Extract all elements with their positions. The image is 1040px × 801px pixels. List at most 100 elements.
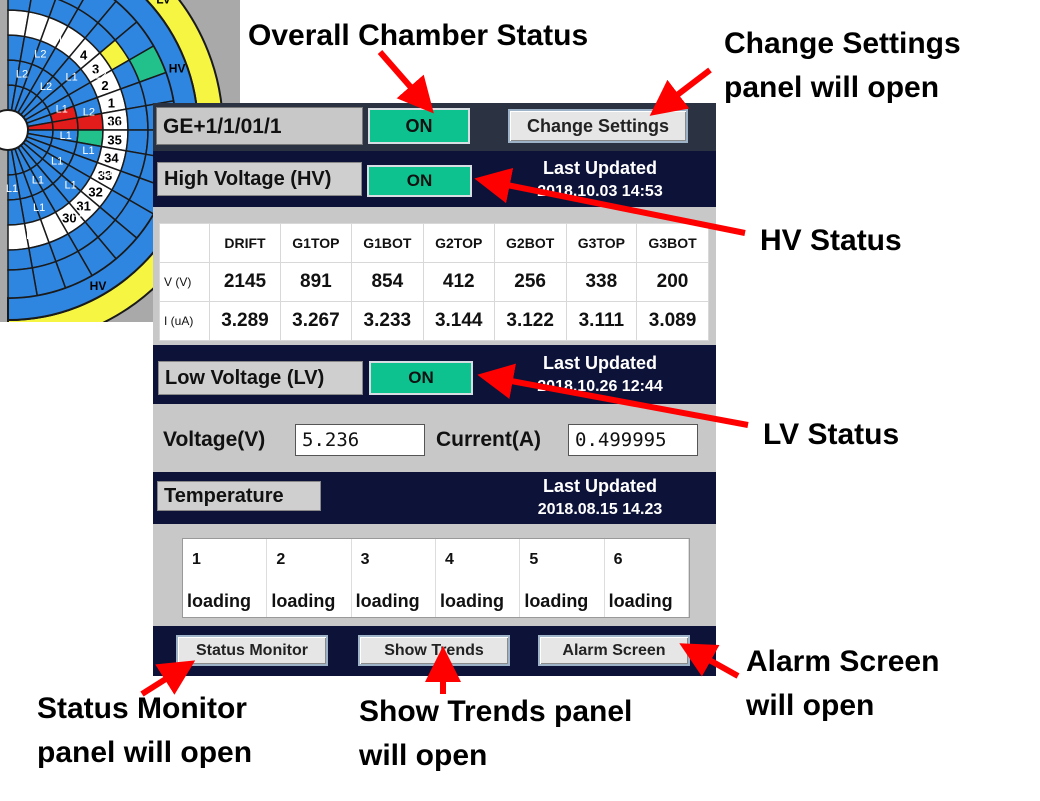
wheel-chamber-number: 4: [80, 47, 88, 62]
temperature-last-updated-time: 2018.08.15 14.23: [537, 501, 663, 518]
annotation-lv-status: LV Status: [763, 418, 900, 451]
alarm-screen-button[interactable]: Alarm Screen: [538, 635, 690, 666]
hv-header-row: DRIFT G1TOP G1BOT G2TOP G2BOT G3TOP G3BOT: [159, 223, 709, 263]
hv-header: High Voltage (HV) ON Last Updated 2018.1…: [153, 155, 716, 205]
hv-current-cell: 3.267: [279, 301, 352, 341]
wheel-chamber-number: 35: [107, 132, 121, 147]
wheel-chamber-number: 31: [76, 199, 90, 214]
annotation-alarm-line1: Alarm Screen: [746, 645, 940, 678]
temperature-sensor-cell: 3 loading: [352, 539, 436, 617]
overall-status-indicator: ON: [368, 108, 470, 144]
annotation-alarm-screen: Alarm Screen will open: [746, 640, 939, 728]
hv-current-cell: 3.233: [350, 301, 424, 341]
hv-voltage-cell: 2145: [209, 262, 281, 302]
hv-current-cell: 3.111: [565, 301, 638, 341]
wheel-layer-label: L1: [6, 183, 18, 195]
temperature-table: 1 loading 2 loading 3 loading 4 loading 5 loading…: [182, 538, 690, 618]
wheel-layer-label: L1: [33, 202, 45, 214]
chamber-id: GE+1/1/01/1: [156, 107, 363, 145]
hv-voltage-cell: 338: [565, 262, 638, 302]
chamber-title-bar: GE+1/1/01/1 ON Change Settings: [153, 103, 716, 151]
temperature-sensor-id: 4: [444, 551, 454, 568]
lv-status-indicator: ON: [369, 361, 473, 395]
current-label: Current(A): [436, 428, 541, 451]
annotation-status-monitor-line2: panel will open: [37, 736, 253, 769]
hv-table: DRIFT G1TOP G1BOT G2TOP G2BOT G3TOP G3BOT V (V…: [159, 223, 709, 341]
arrow-change-settings: [649, 67, 712, 116]
temperature-sensor-id: 5: [529, 551, 539, 568]
hv-current-row: I (uA) 3.289 3.267 3.233 3.144 3.122 3.111 3.0…: [159, 301, 709, 341]
wheel-chamber-number: 2: [101, 78, 108, 93]
wheel-layer-label: L2: [16, 69, 28, 81]
annotation-alarm-line2: will open: [746, 689, 875, 722]
wheel-chamber-number: 33: [98, 168, 112, 183]
temperature-sensor-id: 1: [192, 551, 201, 568]
temperature-sensor-value: loading: [355, 591, 420, 611]
annotation-change-settings-line2: panel will open: [724, 71, 940, 104]
wheel-layer-label: L1: [51, 156, 63, 168]
wheel-ring-label: HV: [169, 61, 186, 75]
wheel-layer-label: L1: [71, 208, 83, 220]
temperature-sensor-value: loading: [187, 591, 251, 611]
arrow-status-monitor: [140, 660, 196, 697]
temperature-sensor-id: 2: [276, 551, 286, 568]
hv-column-header: DRIFT: [209, 223, 281, 263]
annotation-show-trends-line2: will open: [359, 739, 488, 772]
temperature-header: Temperature Last Updated 2018.08.15 14.2…: [153, 475, 716, 523]
wheel-layer-label: L2: [40, 81, 52, 93]
wheel-layer-label: L1: [110, 117, 122, 129]
arrow-overall-status: [377, 50, 434, 114]
annotation-show-trends-line1: Show Trends panel: [359, 695, 633, 728]
temperature-title: Temperature: [157, 481, 321, 511]
current-field[interactable]: 0.499995: [568, 424, 698, 456]
hv-column-header: G1TOP: [279, 223, 352, 263]
change-settings-button[interactable]: Change Settings: [508, 109, 688, 143]
hv-current-row-label: I (uA): [159, 301, 210, 341]
wheel-chamber-number: 34: [104, 151, 119, 166]
wheel-sector[interactable]: [7, 267, 39, 299]
hv-title: High Voltage (HV): [157, 162, 362, 196]
annotation-show-trends: Show Trends panel will open: [359, 690, 632, 778]
annotation-change-settings-line1: Change Settings: [724, 27, 961, 60]
temperature-sensor-id: 6: [613, 551, 623, 568]
hv-corner-cell: [159, 223, 210, 263]
chamber-control-panel: GE+1/1/01/1 ON Change Settings High Volt…: [153, 103, 716, 676]
hv-voltage-cell: 854: [350, 262, 424, 302]
wheel-chamber-number: 30: [62, 211, 76, 226]
annotation-status-monitor: Status Monitor panel will open: [37, 687, 252, 775]
temperature-last-updated-label: Last Updated: [542, 476, 657, 496]
temperature-sensor-value: loading: [524, 591, 589, 611]
annotation-hv-status: HV Status: [760, 224, 902, 257]
wheel-layer-label: L2: [59, 33, 71, 45]
voltage-field[interactable]: 5.236: [295, 424, 425, 456]
arrow-hv-status: [474, 167, 746, 236]
wheel-chamber-number: 32: [88, 184, 102, 199]
annotation-status-monitor-line1: Status Monitor: [37, 692, 247, 725]
hv-current-cell: 3.289: [209, 301, 281, 341]
temperature-last-updated: Last Updated 2018.08.15 14.23: [505, 475, 695, 521]
arrow-lv-status: [477, 363, 749, 428]
hv-voltage-cell: 256: [493, 262, 567, 302]
wheel-layer-label: L1: [32, 175, 44, 187]
wheel-layer-label: L2: [34, 49, 46, 61]
temperature-sensor-value: loading: [271, 591, 336, 611]
wheel-chamber-number: 36: [107, 114, 121, 129]
hv-voltage-cell: 891: [279, 262, 352, 302]
temperature-sensor-cell: 6 loading: [605, 539, 689, 617]
voltage-label: Voltage(V): [163, 428, 266, 451]
wheel-layer-label: L2: [83, 106, 95, 118]
lv-fields-area: Voltage(V) 5.236 Current(A) 0.499995: [153, 404, 716, 472]
wheel-layer-label: L1: [56, 103, 68, 115]
hv-column-header: G2TOP: [422, 223, 495, 263]
wheel-layer-label: L1: [26, 230, 38, 242]
wheel-layer-label: L1: [60, 130, 72, 142]
hv-column-header: G1BOT: [350, 223, 424, 263]
temperature-sensor-value: loading: [439, 591, 504, 611]
temperature-sensor-cell: 1 loading: [183, 539, 268, 617]
wheel-ring-label: LV: [156, 0, 170, 7]
hv-current-cell: 3.144: [422, 301, 495, 341]
hv-voltage-row-label: V (V): [159, 262, 210, 302]
status-monitor-button[interactable]: Status Monitor: [176, 635, 328, 666]
annotation-change-settings: Change Settings panel will open: [724, 22, 961, 110]
